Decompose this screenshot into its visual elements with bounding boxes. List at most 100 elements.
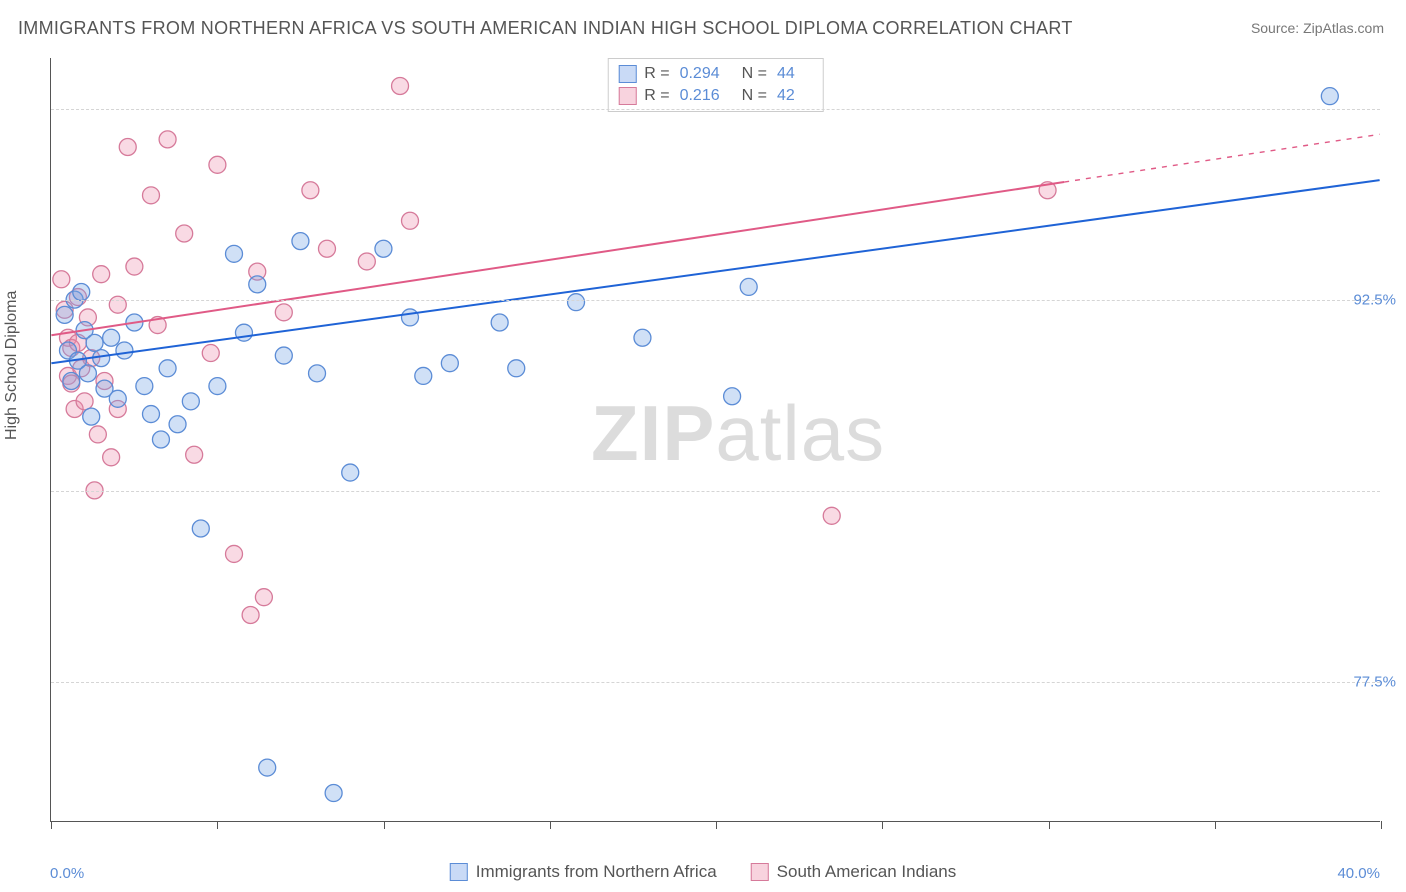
x-tick-label: 0.0% <box>50 865 84 882</box>
x-tick <box>217 821 218 829</box>
x-tick <box>51 821 52 829</box>
trend-line <box>51 182 1064 335</box>
scatter-point <box>209 378 226 395</box>
scatter-point <box>402 309 419 326</box>
scatter-point <box>109 390 126 407</box>
stats-legend: R = 0.294 N = 44 R = 0.216 N = 42 <box>607 58 824 112</box>
gridline-h <box>51 491 1380 492</box>
scatter-point <box>491 314 508 331</box>
scatter-point <box>508 360 525 377</box>
scatter-point <box>249 276 266 293</box>
bottom-legend-item-pink: South American Indians <box>751 862 957 882</box>
scatter-point <box>309 365 326 382</box>
n-label: N = <box>742 85 767 107</box>
scatter-point <box>402 212 419 229</box>
scatter-point <box>415 367 432 384</box>
source-attribution: Source: ZipAtlas.com <box>1251 20 1384 36</box>
stats-legend-row-blue: R = 0.294 N = 44 <box>618 63 809 85</box>
scatter-point <box>740 278 757 295</box>
scatter-point <box>186 446 203 463</box>
n-value-blue: 44 <box>777 63 795 85</box>
r-value-pink: 0.216 <box>680 85 720 107</box>
scatter-point <box>126 258 143 275</box>
scatter-point <box>823 507 840 524</box>
x-tick <box>1049 821 1050 829</box>
y-tick-label: 77.5% <box>1353 673 1396 690</box>
scatter-point <box>159 360 176 377</box>
scatter-point <box>103 329 120 346</box>
scatter-point <box>152 431 169 448</box>
scatter-point <box>63 373 80 390</box>
scatter-point <box>1321 88 1338 105</box>
scatter-point <box>143 406 160 423</box>
scatter-point <box>136 378 153 395</box>
scatter-point <box>302 182 319 199</box>
scatter-point <box>275 347 292 364</box>
chart-plot-area: ZIPatlas R = 0.294 N = 44 R = 0.216 N = … <box>50 58 1380 822</box>
r-label: R = <box>644 63 669 85</box>
gridline-h <box>51 109 1380 110</box>
legend-swatch-pink <box>751 863 769 881</box>
scatter-point <box>159 131 176 148</box>
scatter-point <box>209 156 226 173</box>
x-tick-label: 40.0% <box>1337 865 1380 882</box>
scatter-point <box>79 365 96 382</box>
y-tick-label: 92.5% <box>1353 291 1396 308</box>
scatter-point <box>634 329 651 346</box>
n-label: N = <box>742 63 767 85</box>
legend-swatch-blue <box>618 65 636 83</box>
scatter-point <box>176 225 193 242</box>
scatter-point <box>192 520 209 537</box>
n-value-pink: 42 <box>777 85 795 107</box>
gridline-h <box>51 300 1380 301</box>
x-tick <box>882 821 883 829</box>
x-tick <box>1215 821 1216 829</box>
scatter-point <box>89 426 106 443</box>
scatter-point <box>76 393 93 410</box>
r-value-blue: 0.294 <box>680 63 720 85</box>
scatter-point <box>724 388 741 405</box>
chart-svg <box>51 58 1380 821</box>
scatter-point <box>255 589 272 606</box>
scatter-point <box>325 785 342 802</box>
stats-legend-row-pink: R = 0.216 N = 42 <box>618 85 809 107</box>
scatter-point <box>392 77 409 94</box>
bottom-legend-label: Immigrants from Northern Africa <box>476 862 717 882</box>
scatter-point <box>116 342 133 359</box>
chart-title: IMMIGRANTS FROM NORTHERN AFRICA VS SOUTH… <box>18 18 1073 39</box>
gridline-h <box>51 682 1380 683</box>
scatter-point <box>342 464 359 481</box>
legend-swatch-blue <box>450 863 468 881</box>
scatter-point <box>358 253 375 270</box>
scatter-point <box>93 266 110 283</box>
scatter-point <box>226 545 243 562</box>
scatter-point <box>318 240 335 257</box>
scatter-point <box>182 393 199 410</box>
scatter-point <box>83 408 100 425</box>
scatter-point <box>73 283 90 300</box>
scatter-point <box>275 304 292 321</box>
y-axis-label: High School Diploma <box>3 291 21 440</box>
bottom-legend: Immigrants from Northern Africa South Am… <box>450 862 956 882</box>
scatter-point <box>441 355 458 372</box>
scatter-point <box>53 271 70 288</box>
x-tick <box>384 821 385 829</box>
scatter-point <box>242 607 259 624</box>
scatter-point <box>119 139 136 156</box>
x-tick <box>550 821 551 829</box>
scatter-point <box>56 306 73 323</box>
scatter-point <box>109 296 126 313</box>
scatter-point <box>292 233 309 250</box>
x-tick <box>1381 821 1382 829</box>
scatter-point <box>375 240 392 257</box>
x-tick <box>716 821 717 829</box>
scatter-point <box>568 294 585 311</box>
scatter-point <box>235 324 252 341</box>
scatter-point <box>86 334 103 351</box>
scatter-point <box>169 416 186 433</box>
scatter-point <box>202 345 219 362</box>
scatter-point <box>143 187 160 204</box>
bottom-legend-item-blue: Immigrants from Northern Africa <box>450 862 717 882</box>
scatter-point <box>226 245 243 262</box>
legend-swatch-pink <box>618 87 636 105</box>
